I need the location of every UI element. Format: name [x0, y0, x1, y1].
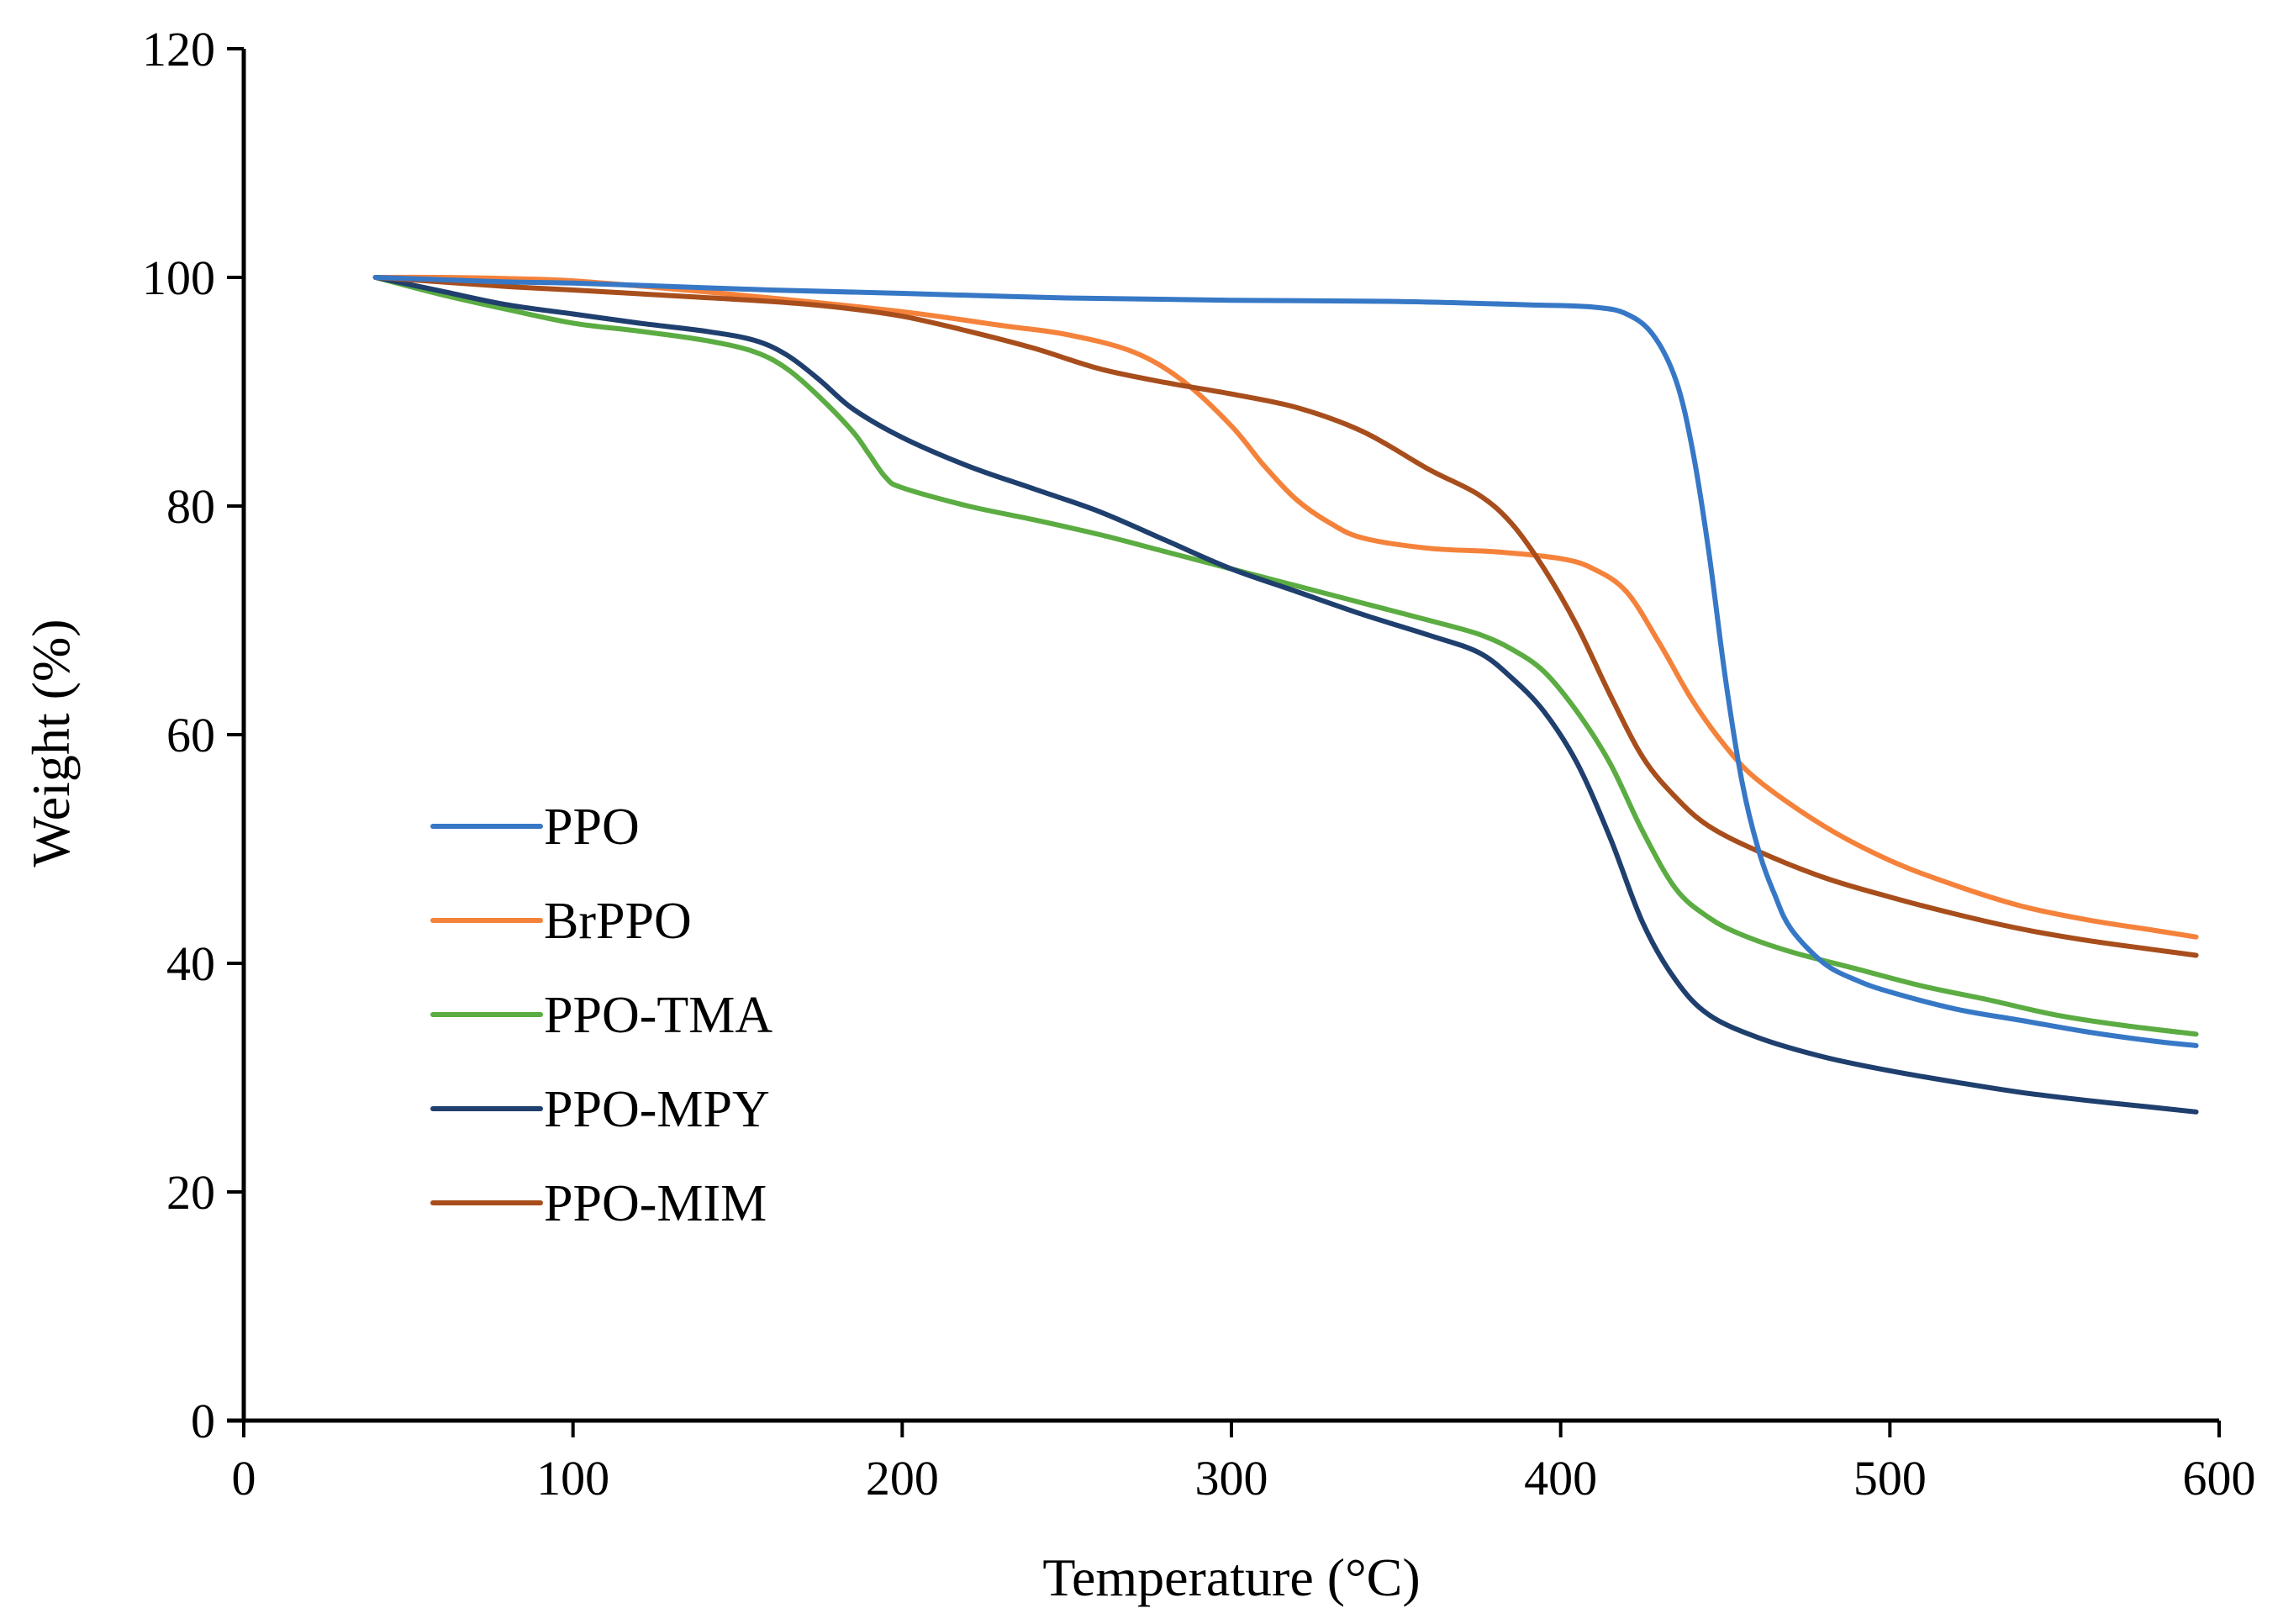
x-tick-label: 0: [232, 1451, 256, 1505]
y-tick-label: 0: [191, 1394, 215, 1448]
x-tick-label: 400: [1524, 1451, 1597, 1505]
x-axis-title: Temperature (°C): [1042, 1548, 1420, 1607]
x-tick-label: 100: [536, 1451, 609, 1505]
y-tick-label: 120: [142, 22, 215, 76]
y-axis-title: Weight (%): [21, 619, 81, 867]
series-line-ppo-mim: [372, 275, 2199, 958]
series-lines: [372, 274, 2199, 1115]
x-tick-label: 600: [2183, 1451, 2256, 1505]
legend-label-ppo: PPO: [544, 799, 640, 856]
y-tick-label: 20: [166, 1165, 215, 1220]
series-line-brppo: [372, 274, 2199, 940]
legend-label-brppo: BrPPO: [544, 893, 692, 950]
y-tick-label: 100: [142, 250, 215, 305]
series-line-ppo: [372, 275, 2199, 1048]
x-axis-ticks: 0 100 200 300 400 500 600: [232, 1421, 2256, 1505]
series-line-ppo-mpy: [372, 275, 2199, 1115]
legend-label-ppo-tma: PPO-TMA: [544, 987, 772, 1044]
legend-label-ppo-mim: PPO-MIM: [544, 1175, 767, 1232]
series-line-ppo-tma: [372, 275, 2199, 1037]
y-axis-ticks: 0 20 40 60 80 100 120: [142, 22, 244, 1448]
legend-label-ppo-mpy: PPO-MPY: [544, 1081, 770, 1138]
y-tick-label: 60: [166, 708, 215, 762]
y-tick-label: 40: [166, 936, 215, 991]
y-tick-label: 80: [166, 479, 215, 534]
x-tick-label: 500: [1853, 1451, 1927, 1505]
x-tick-label: 200: [866, 1451, 939, 1505]
x-tick-label: 300: [1195, 1451, 1268, 1505]
legend: PPO BrPPO PPO-TMA PPO-MPY PPO-MIM: [430, 799, 772, 1232]
